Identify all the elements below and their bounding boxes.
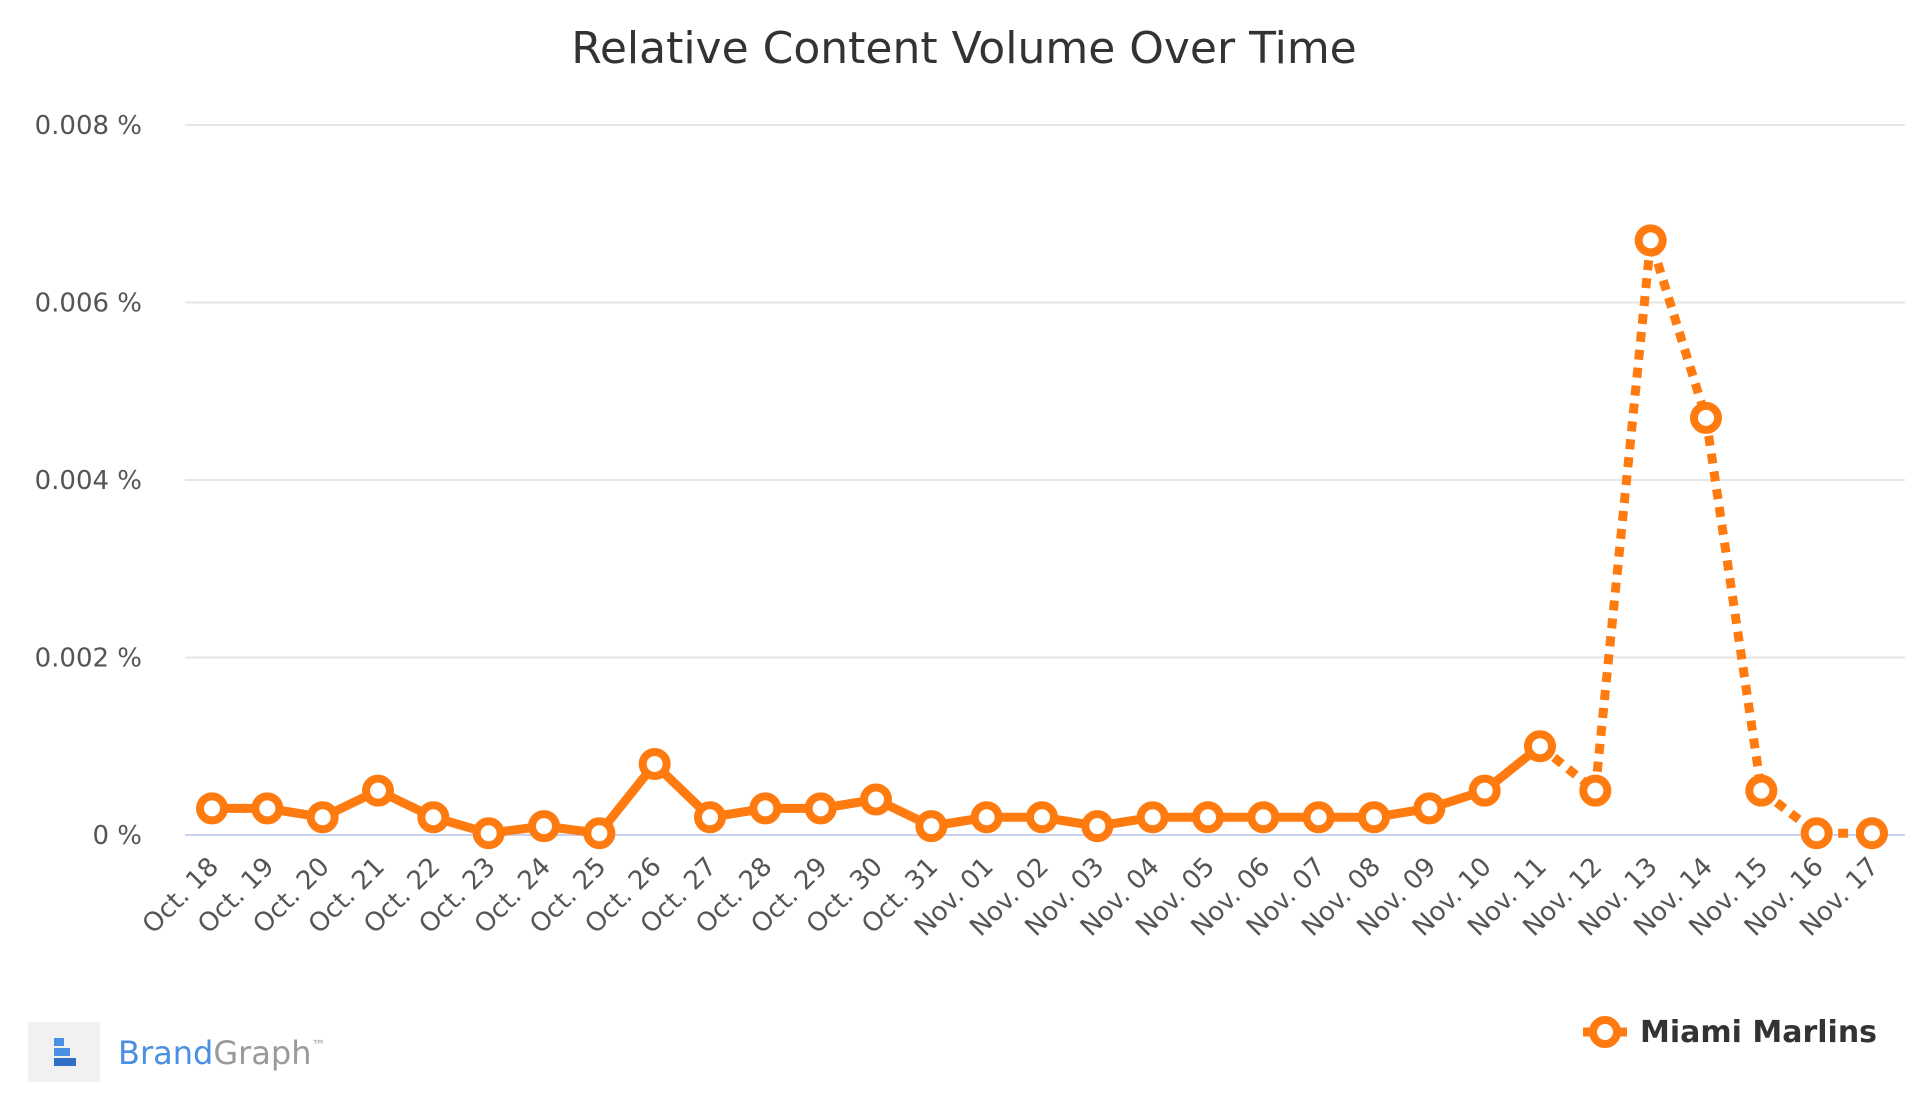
data-point[interactable] — [362, 774, 394, 807]
data-point[interactable] — [749, 792, 782, 825]
data-point[interactable] — [196, 792, 228, 825]
legend-label: Miami Marlins — [1640, 1015, 1877, 1050]
y-tick-label: 0.008 % — [35, 111, 142, 141]
data-point[interactable] — [251, 792, 284, 825]
data-point[interactable] — [694, 801, 726, 834]
y-tick-label: 0.004 % — [35, 466, 142, 496]
data-point[interactable] — [860, 783, 892, 816]
data-point[interactable] — [1690, 401, 1722, 434]
chart-title: Relative Content Volume Over Time — [571, 23, 1357, 74]
data-point[interactable] — [1081, 810, 1114, 843]
data-point[interactable] — [472, 817, 505, 850]
legend-point-marker — [1589, 1016, 1621, 1048]
data-point[interactable] — [1302, 801, 1335, 834]
data-point[interactable] — [1856, 817, 1888, 850]
data-point[interactable] — [1136, 801, 1169, 834]
series-points — [196, 224, 1888, 850]
data-point[interactable] — [1247, 801, 1280, 834]
data-point[interactable] — [306, 801, 339, 834]
y-tick-label: 0.002 % — [35, 644, 142, 674]
logo-bar-middle — [54, 1048, 70, 1056]
data-point[interactable] — [1026, 801, 1058, 834]
data-point[interactable] — [1634, 224, 1667, 257]
data-point[interactable] — [915, 810, 948, 843]
data-point[interactable] — [1192, 801, 1224, 834]
data-point[interactable] — [804, 792, 837, 825]
data-point[interactable] — [417, 801, 450, 834]
series-lines — [207, 239, 1872, 838]
brand-logo: BrandGraph™ — [28, 1022, 325, 1082]
data-point[interactable] — [1413, 792, 1446, 825]
data-point[interactable] — [583, 817, 616, 850]
grid-lines — [185, 124, 1905, 836]
data-point[interactable] — [638, 748, 671, 780]
y-axis-ticks: 0 % 0.002 % 0.004 % 0.006 % 0.008 % — [35, 111, 142, 851]
data-point[interactable] — [970, 801, 1003, 834]
y-tick-label: 0.006 % — [35, 289, 142, 319]
data-point[interactable] — [1579, 774, 1612, 807]
data-point[interactable] — [1745, 774, 1778, 807]
brand-trademark: ™ — [311, 1038, 325, 1054]
data-point[interactable] — [1358, 801, 1390, 834]
brand-name: BrandGraph™ — [118, 1034, 325, 1072]
data-point[interactable] — [1800, 817, 1833, 850]
y-tick-label: 0 % — [92, 821, 142, 851]
data-point[interactable] — [528, 810, 560, 843]
legend[interactable]: Miami Marlins — [1583, 1015, 1877, 1050]
brand-name-part2: Graph — [213, 1034, 311, 1072]
logo-bar-top — [54, 1038, 64, 1046]
logo-bar-bottom — [54, 1058, 76, 1066]
data-point[interactable] — [1468, 774, 1501, 807]
data-point[interactable] — [1524, 730, 1556, 763]
series-line-dashed — [1537, 239, 1872, 838]
brand-name-part1: Brand — [118, 1034, 213, 1072]
